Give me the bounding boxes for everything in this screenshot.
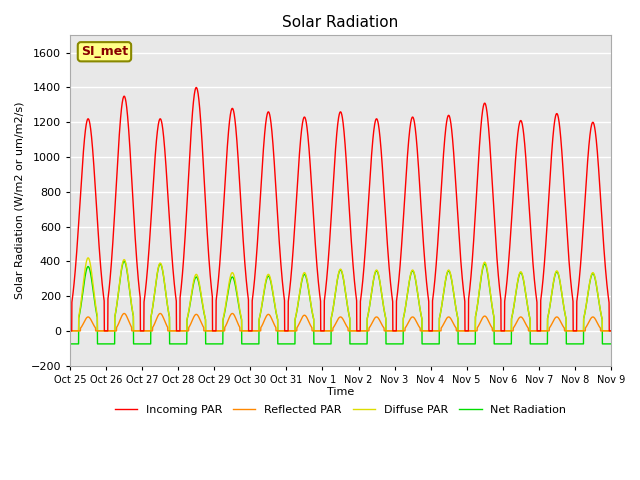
Net Radiation — [160, 277, 168, 283]
Incoming PAR — [297, 132, 305, 137]
Reflected PAR — [538, 328, 546, 334]
Reflected PAR — [160, 316, 168, 322]
Net Radiation — [128, 305, 136, 311]
Diffuse PAR — [596, 308, 604, 313]
Incoming PAR — [538, 285, 546, 291]
Reflected PAR — [274, 328, 282, 334]
Y-axis label: Solar Radiation (W/m2 or um/m2/s): Solar Radiation (W/m2 or um/m2/s) — [15, 102, 25, 299]
Reflected PAR — [607, 328, 614, 334]
Legend: Incoming PAR, Reflected PAR, Diffuse PAR, Net Radiation: Incoming PAR, Reflected PAR, Diffuse PAR… — [110, 401, 571, 420]
Net Radiation — [120, 258, 128, 264]
Diffuse PAR — [538, 328, 546, 334]
Diffuse PAR — [274, 316, 282, 322]
Incoming PAR — [607, 328, 614, 334]
Net Radiation — [274, 317, 282, 323]
Line: Diffuse PAR: Diffuse PAR — [70, 258, 611, 331]
X-axis label: Time: Time — [327, 387, 354, 397]
Reflected PAR — [297, 317, 305, 323]
Reflected PAR — [120, 311, 128, 316]
Incoming PAR — [128, 177, 136, 182]
Incoming PAR — [67, 328, 74, 334]
Net Radiation — [67, 341, 74, 347]
Diffuse PAR — [67, 328, 74, 334]
Net Radiation — [607, 341, 614, 347]
Diffuse PAR — [297, 281, 305, 287]
Incoming PAR — [160, 136, 168, 142]
Incoming PAR — [596, 193, 604, 199]
Net Radiation — [596, 308, 604, 314]
Net Radiation — [538, 341, 546, 347]
Line: Net Radiation: Net Radiation — [70, 261, 611, 344]
Title: Solar Radiation: Solar Radiation — [282, 15, 399, 30]
Incoming PAR — [274, 214, 282, 220]
Reflected PAR — [596, 325, 604, 331]
Net Radiation — [297, 282, 305, 288]
Reflected PAR — [128, 328, 136, 334]
Reflected PAR — [67, 328, 74, 334]
Diffuse PAR — [607, 328, 614, 334]
Incoming PAR — [193, 84, 200, 90]
Text: SI_met: SI_met — [81, 45, 128, 58]
Diffuse PAR — [84, 255, 92, 261]
Line: Incoming PAR: Incoming PAR — [70, 87, 611, 331]
Line: Reflected PAR: Reflected PAR — [70, 313, 611, 331]
Diffuse PAR — [160, 276, 168, 282]
Diffuse PAR — [128, 305, 136, 311]
